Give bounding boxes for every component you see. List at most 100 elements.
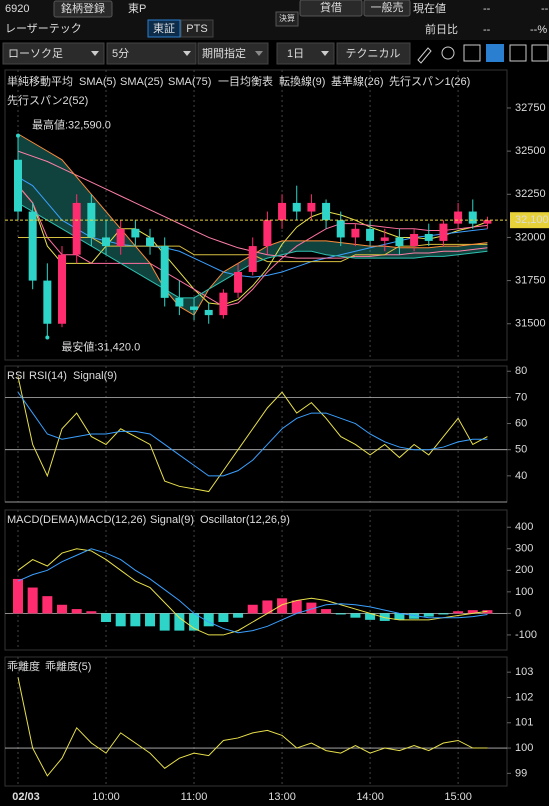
kind-dropdown[interactable] bbox=[2, 42, 105, 65]
histogram-bar bbox=[291, 600, 302, 614]
zoom-icon[interactable] bbox=[441, 46, 455, 60]
candle-body bbox=[424, 233, 433, 241]
code: 6920 bbox=[5, 3, 29, 15]
histogram-bar bbox=[27, 587, 38, 614]
legend-entry: 先行スパン2(52) bbox=[7, 94, 88, 107]
period-dropdown[interactable] bbox=[197, 42, 269, 65]
histogram-bar bbox=[130, 613, 141, 627]
histogram-bar bbox=[335, 613, 346, 615]
histogram-bar bbox=[145, 613, 156, 627]
histogram-bar bbox=[438, 613, 449, 615]
histogram-bar bbox=[409, 613, 420, 619]
caret bbox=[91, 51, 99, 56]
histogram-bar bbox=[159, 613, 170, 631]
span-dropdown[interactable] bbox=[276, 42, 335, 65]
price-extra: -- bbox=[541, 3, 549, 15]
legend-entry: 転換線(9) bbox=[279, 74, 325, 88]
histogram-bar bbox=[218, 613, 229, 622]
draw-icon[interactable] bbox=[417, 47, 432, 64]
extreme-label: 最高値:32,590.0 bbox=[32, 118, 111, 132]
area-icon[interactable] bbox=[486, 44, 504, 62]
lend-button[interactable] bbox=[299, 0, 363, 17]
market: 東P bbox=[128, 2, 146, 15]
series-line bbox=[17, 176, 488, 278]
current-price-label: 32,100 bbox=[515, 214, 549, 226]
y-tick-label: 40 bbox=[515, 470, 527, 482]
histogram-bar bbox=[277, 598, 288, 614]
histogram-bar bbox=[57, 604, 68, 614]
histogram-bar bbox=[379, 613, 390, 621]
y-tick-label: 99 bbox=[515, 767, 527, 779]
y-tick-label: 80 bbox=[515, 365, 527, 377]
candle-body bbox=[410, 233, 419, 247]
legend-entry: 乖離度(5) bbox=[45, 659, 91, 673]
candle-body bbox=[160, 246, 169, 298]
candle-body bbox=[14, 159, 22, 212]
exchange-label[interactable]: 東証 bbox=[153, 22, 175, 35]
y-tick-label: 50 bbox=[515, 444, 527, 456]
earnings-badge[interactable] bbox=[275, 11, 299, 27]
kind-label[interactable]: ローソク足 bbox=[8, 47, 63, 60]
period-label[interactable]: 期間指定 bbox=[202, 46, 246, 60]
candle-body bbox=[234, 271, 243, 293]
candle-body bbox=[307, 202, 316, 212]
legend-entry: Oscillator(12,26,9) bbox=[200, 514, 290, 526]
y-tick-label: 103 bbox=[515, 666, 533, 678]
candle-body bbox=[146, 237, 155, 247]
histogram-bar bbox=[365, 613, 376, 620]
candle-body bbox=[102, 237, 111, 247]
interval-dropdown[interactable] bbox=[106, 42, 197, 65]
sell-label[interactable]: 一般売 bbox=[371, 1, 404, 14]
technical-button[interactable] bbox=[336, 42, 411, 65]
save-icon[interactable] bbox=[509, 44, 527, 62]
span-label[interactable]: 1日 bbox=[287, 48, 304, 60]
cloud bbox=[18, 133, 488, 316]
settings-icon[interactable] bbox=[531, 44, 549, 62]
y-tick-label: 32000 bbox=[515, 231, 546, 243]
candle-body bbox=[72, 202, 81, 255]
legend-entry: SMA(75) bbox=[168, 76, 211, 88]
change-label: 前日比 bbox=[425, 22, 458, 36]
x-tick-label: 10:00 bbox=[92, 791, 120, 803]
bar-icon[interactable] bbox=[463, 44, 481, 62]
x-tick-label: 11:00 bbox=[181, 791, 208, 803]
interval-label[interactable]: 5分 bbox=[112, 47, 129, 60]
pts-label[interactable]: PTS bbox=[186, 23, 207, 35]
y-tick-label: 32500 bbox=[515, 145, 546, 157]
price-label: 現在値 bbox=[413, 2, 446, 15]
sell-button[interactable] bbox=[363, 0, 411, 17]
extreme-marker bbox=[16, 133, 20, 138]
price: -- bbox=[483, 3, 491, 15]
series-line bbox=[17, 185, 488, 308]
lend-label[interactable]: 貸借 bbox=[320, 0, 342, 14]
extreme-marker bbox=[45, 335, 50, 340]
legend-entry: 基準線(26) bbox=[331, 74, 384, 88]
exchange-toggle[interactable] bbox=[147, 19, 181, 38]
y-tick-label: -100 bbox=[515, 629, 537, 641]
register-label[interactable]: 銘柄登録 bbox=[61, 1, 105, 15]
candle-body bbox=[336, 220, 345, 238]
earnings-label[interactable]: 決算 bbox=[279, 13, 295, 23]
legend-entry: SMA(25) bbox=[120, 76, 163, 88]
panel-title: RSI bbox=[7, 370, 25, 382]
candle-body bbox=[248, 246, 257, 272]
histogram-bar bbox=[247, 604, 258, 614]
candle-body bbox=[366, 228, 375, 241]
y-tick-label: 60 bbox=[515, 417, 527, 429]
histogram-bar bbox=[13, 578, 23, 614]
y-tick-label: 200 bbox=[515, 564, 533, 576]
legend-group: 単純移動平均 bbox=[7, 74, 73, 88]
x-tick-label: 13:00 bbox=[268, 791, 296, 803]
technical-label[interactable]: テクニカル bbox=[346, 47, 401, 60]
pts-toggle[interactable] bbox=[180, 19, 214, 38]
series-line bbox=[17, 677, 488, 777]
candle-body bbox=[483, 220, 492, 224]
x-tick-label: 14:00 bbox=[356, 791, 384, 803]
candle-body bbox=[439, 223, 448, 241]
x-tick-label: 02/03 bbox=[12, 791, 40, 803]
y-tick-label: 400 bbox=[515, 521, 533, 533]
register-button[interactable] bbox=[53, 0, 113, 18]
histogram-bar bbox=[101, 613, 112, 622]
